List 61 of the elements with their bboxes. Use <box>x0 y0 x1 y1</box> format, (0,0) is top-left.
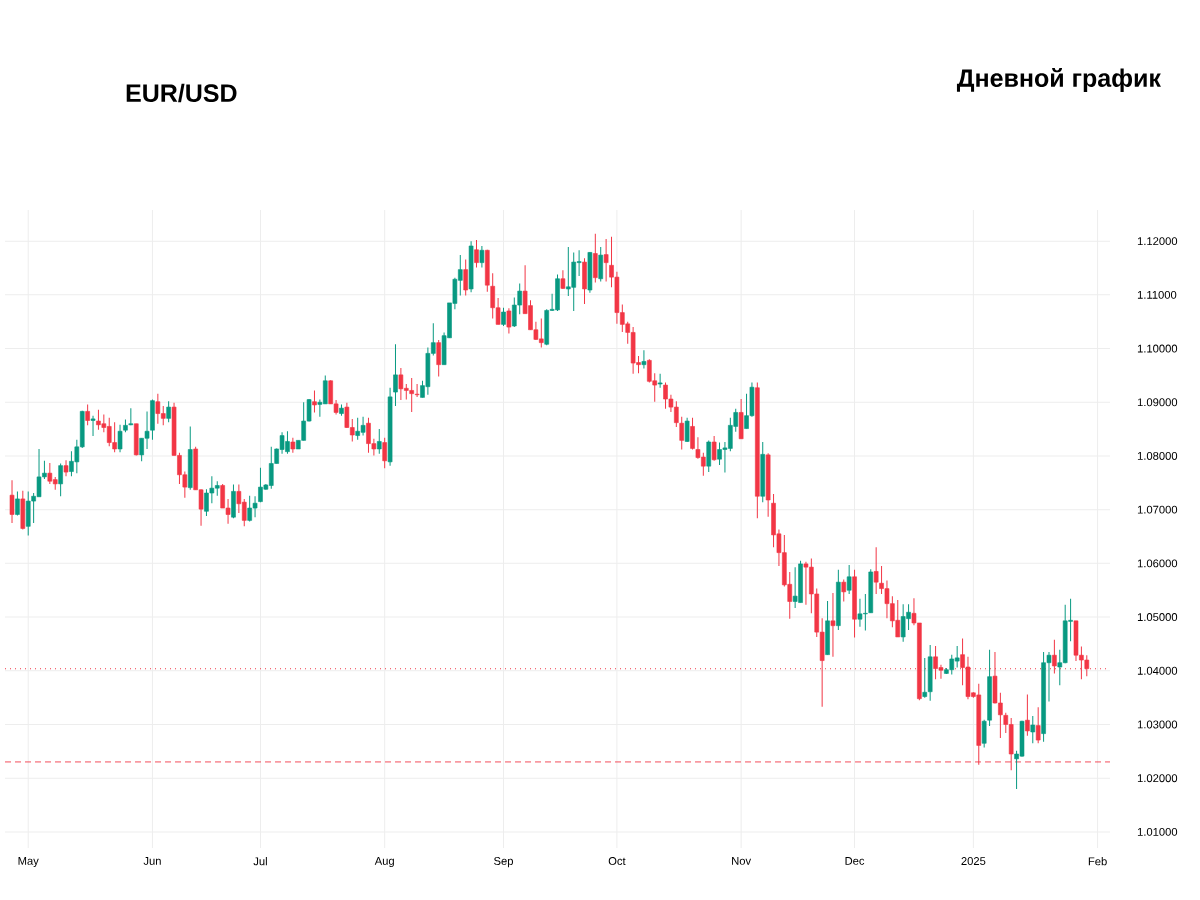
candlestick <box>830 592 836 658</box>
candlestick <box>63 459 69 477</box>
candlestick <box>117 424 123 453</box>
x-tick-label: Jun <box>143 857 161 865</box>
candlestick <box>641 349 647 369</box>
y-tick-label: 1.05000 <box>1137 613 1178 622</box>
candlestick <box>1025 693 1030 737</box>
candlestick <box>436 339 441 377</box>
candlestick <box>690 417 695 451</box>
candlestick <box>393 343 398 407</box>
candlestick <box>657 373 663 389</box>
y-tick-label: 1.04000 <box>1137 666 1178 675</box>
candlestick <box>474 239 479 268</box>
y-tick-label: 1.10000 <box>1137 344 1178 353</box>
candlestick <box>598 246 604 282</box>
candlestick <box>479 245 485 268</box>
candlestick <box>414 383 420 398</box>
candlestick <box>1035 706 1041 744</box>
candlestick <box>560 269 566 290</box>
candlestick <box>501 307 506 327</box>
y-tick-label: 1.11000 <box>1137 290 1177 299</box>
candlestick <box>711 435 717 462</box>
x-tick-label: 2025 <box>961 857 986 865</box>
candlestick <box>9 479 15 524</box>
candlestick <box>166 400 171 423</box>
y-tick-label: 1.03000 <box>1137 720 1178 729</box>
x-tick-label: Aug <box>374 857 394 868</box>
y-tick-label: 1.01000 <box>1137 827 1178 836</box>
y-tick-label: 1.08000 <box>1137 452 1178 460</box>
candlestick <box>981 719 987 749</box>
candlestick <box>90 415 96 437</box>
x-tick-label: Jul <box>253 857 267 866</box>
candlestick <box>463 258 468 296</box>
candlestick <box>506 307 512 335</box>
candlestick <box>679 416 685 451</box>
x-tick-label: Sep <box>494 857 513 868</box>
x-tick-label: Feb <box>1088 857 1107 866</box>
candlestick <box>922 657 928 699</box>
candlestick <box>58 462 63 497</box>
candlestick <box>312 389 317 413</box>
candlestick <box>873 546 879 595</box>
y-tick-label: 1.07000 <box>1137 505 1178 514</box>
candlestick <box>382 437 387 469</box>
y-tick-label: 1.02000 <box>1137 774 1178 783</box>
chart-subtitle: Дневной график <box>956 68 1161 92</box>
y-tick-label: 1.12000 <box>1137 237 1178 246</box>
candlestick <box>603 238 609 282</box>
chart-title: EUR/USD <box>126 83 237 103</box>
x-tick-label: Oct <box>608 857 626 865</box>
x-tick-label: May <box>18 857 39 868</box>
candlestick <box>376 428 382 455</box>
candlestick <box>684 417 690 443</box>
candlestick <box>841 578 847 602</box>
y-tick-label: 1.06000 <box>1137 559 1178 568</box>
candlestick <box>1030 715 1036 744</box>
x-tick-label: Nov <box>732 857 752 865</box>
candlestick <box>85 403 90 426</box>
x-tick-label: Dec <box>845 857 865 865</box>
y-tick-label: 1.09000 <box>1137 398 1178 407</box>
candlestick <box>15 490 20 517</box>
candlestick <box>846 564 852 595</box>
